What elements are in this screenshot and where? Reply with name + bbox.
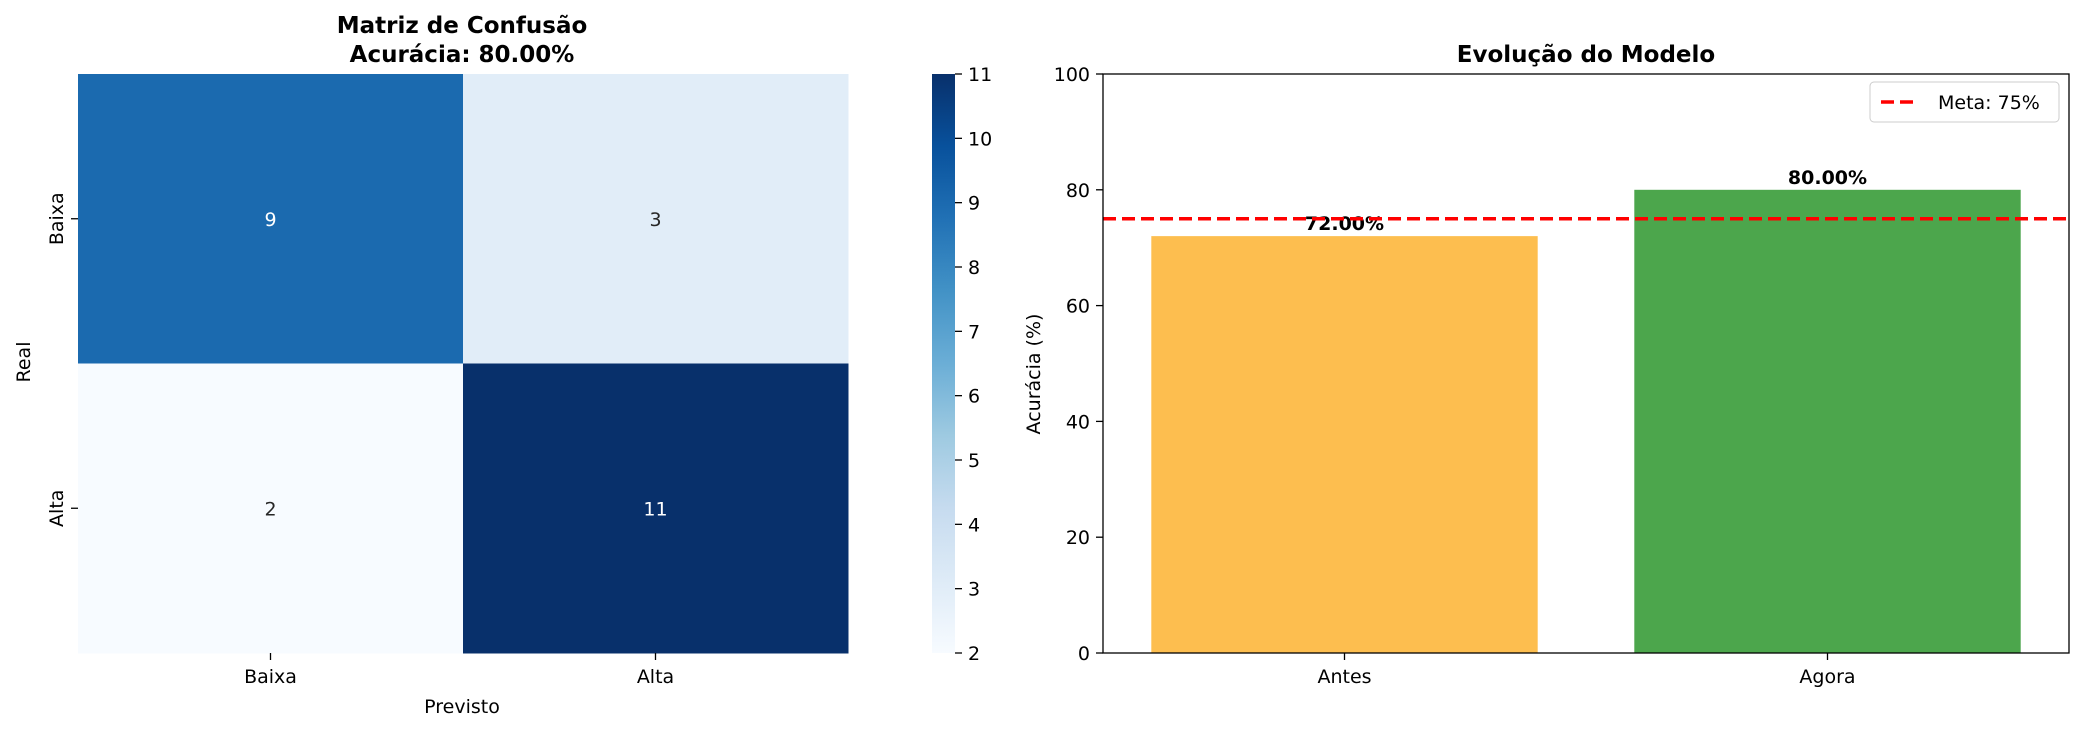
legend: Meta: 75% <box>1869 81 2060 123</box>
plot-frame <box>1102 73 2070 654</box>
heatmap-xlabel: Previsto <box>424 696 500 718</box>
colorbar-tick-label: 2 <box>968 643 980 665</box>
heatmap-x-tick-label: Baixa <box>244 666 297 688</box>
bar-y-tick-label: 80 <box>1066 180 1090 202</box>
heatmap-title: Matriz de Confusão <box>337 13 588 39</box>
colorbar-tick-label: 9 <box>968 193 980 215</box>
heatmap-cell <box>463 363 849 654</box>
bar-chart-ylabel: Acurácia (%) <box>1023 314 1045 435</box>
bar-y-tick-label: 0 <box>1078 643 1090 665</box>
bar <box>1634 189 2021 654</box>
model-evolution-chart: Evolução do Modelo 72.00% 80.00% 0 20 40 60 8… <box>1023 42 2070 688</box>
bar-x-tick-label: Agora <box>1799 666 1855 688</box>
heatmap-ticks: Baixa Alta Baixa Alta <box>46 192 674 688</box>
colorbar-tick-label: 6 <box>968 386 980 408</box>
heatmap-ylabel: Real <box>13 342 35 383</box>
heatmap-cell <box>78 74 464 364</box>
bar-y-tick-label: 100 <box>1054 64 1090 86</box>
heatmap-cell <box>463 74 849 364</box>
colorbar-tick-label: 4 <box>968 514 980 536</box>
legend-box <box>1869 81 2060 123</box>
colorbar-tick-label: 11 <box>968 64 992 86</box>
heatmap-cell-value: 11 <box>643 498 667 520</box>
heatmap-cell-value: 9 <box>264 209 276 231</box>
bar-chart-title: Evolução do Modelo <box>1457 42 1715 68</box>
colorbar-tick-label: 3 <box>968 579 980 601</box>
heatmap-cells: 9 3 2 11 <box>78 74 849 654</box>
heatmap-subtitle: Acurácia: 80.00% <box>350 42 575 68</box>
bar-ticks: 0 20 40 60 80 100 Antes Agora <box>1054 64 1856 688</box>
heatmap-cell-value: 2 <box>264 498 276 520</box>
bar-value-label: 72.00% <box>1305 213 1384 235</box>
legend-entry-label: Meta: 75% <box>1938 92 2040 114</box>
heatmap-y-tick-label: Alta <box>46 490 68 527</box>
bar <box>1151 236 1538 653</box>
heatmap-x-tick-label: Alta <box>637 666 674 688</box>
bar-x-tick-label: Antes <box>1317 666 1371 688</box>
heatmap-cell-value: 3 <box>649 209 661 231</box>
bar-y-tick-label: 40 <box>1066 411 1090 433</box>
colorbar <box>932 74 955 653</box>
confusion-matrix-chart: Matriz de Confusão Acurácia: 80.00% 9 3 2 1… <box>13 13 992 718</box>
colorbar-tick-label: 7 <box>968 321 980 343</box>
bar-y-tick-label: 60 <box>1066 296 1090 318</box>
colorbar-tick-label: 5 <box>968 450 980 472</box>
bar-y-tick-label: 20 <box>1066 527 1090 549</box>
heatmap-y-tick-label: Baixa <box>46 192 68 245</box>
bar-value-label: 80.00% <box>1788 167 1867 189</box>
heatmap-cell <box>78 363 464 654</box>
colorbar-ticks: 2 3 4 5 6 7 8 9 10 11 <box>955 64 992 665</box>
colorbar-tick-label: 10 <box>968 128 992 150</box>
colorbar-tick-label: 8 <box>968 257 980 279</box>
bar-marks: 72.00% 80.00% <box>1102 73 2070 654</box>
